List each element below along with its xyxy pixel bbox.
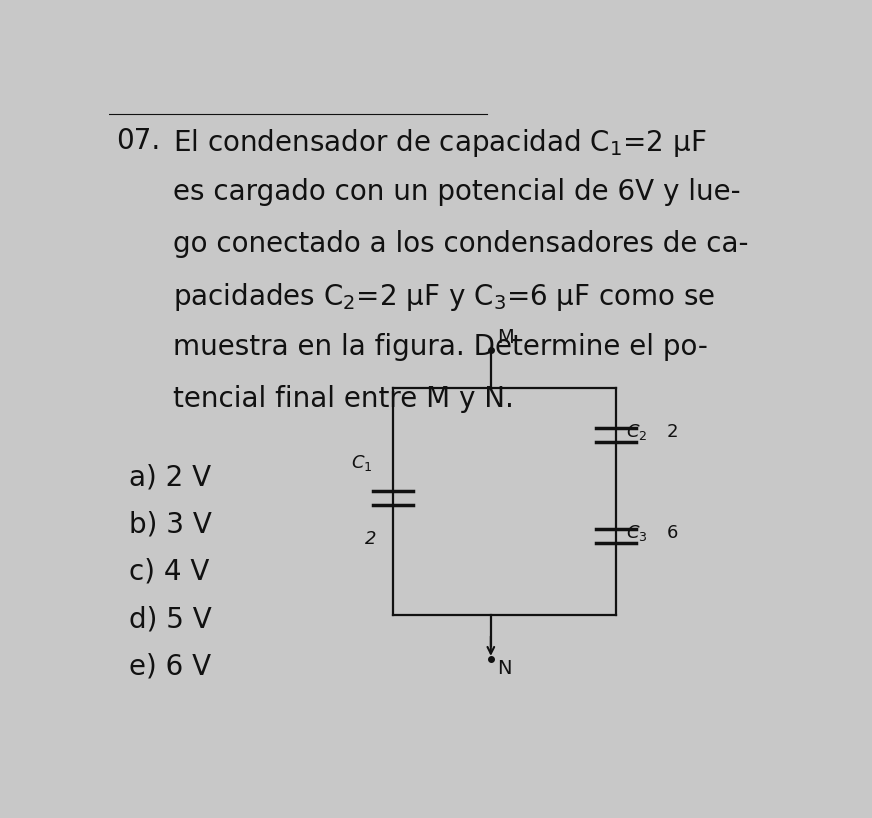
- Text: $C_3$: $C_3$: [626, 523, 648, 543]
- Text: b) 3 V: b) 3 V: [129, 510, 212, 539]
- Text: $C_1$: $C_1$: [351, 453, 372, 473]
- Text: e) 6 V: e) 6 V: [129, 653, 211, 681]
- Text: c) 4 V: c) 4 V: [129, 558, 209, 586]
- Text: go conectado a los condensadores de ca-: go conectado a los condensadores de ca-: [174, 230, 749, 258]
- Text: El condensador de capacidad C$_1$=2 μF: El condensador de capacidad C$_1$=2 μF: [174, 127, 706, 159]
- Text: 2: 2: [364, 529, 376, 547]
- Text: $C_2$: $C_2$: [626, 422, 647, 442]
- Text: 07.: 07.: [116, 127, 160, 155]
- Text: M: M: [498, 328, 514, 347]
- Text: pacidades C$_2$=2 μF y C$_3$=6 μF como se: pacidades C$_2$=2 μF y C$_3$=6 μF como s…: [174, 281, 716, 313]
- Text: tencial final entre M y N.: tencial final entre M y N.: [174, 384, 514, 413]
- Text: es cargado con un potencial de 6V y lue-: es cargado con un potencial de 6V y lue-: [174, 178, 741, 206]
- Text: muestra en la figura. Determine el po-: muestra en la figura. Determine el po-: [174, 333, 708, 361]
- Text: 6: 6: [666, 524, 678, 542]
- Text: d) 5 V: d) 5 V: [129, 605, 212, 633]
- Text: N: N: [498, 658, 512, 678]
- Text: 2: 2: [666, 423, 678, 441]
- Text: a) 2 V: a) 2 V: [129, 464, 211, 492]
